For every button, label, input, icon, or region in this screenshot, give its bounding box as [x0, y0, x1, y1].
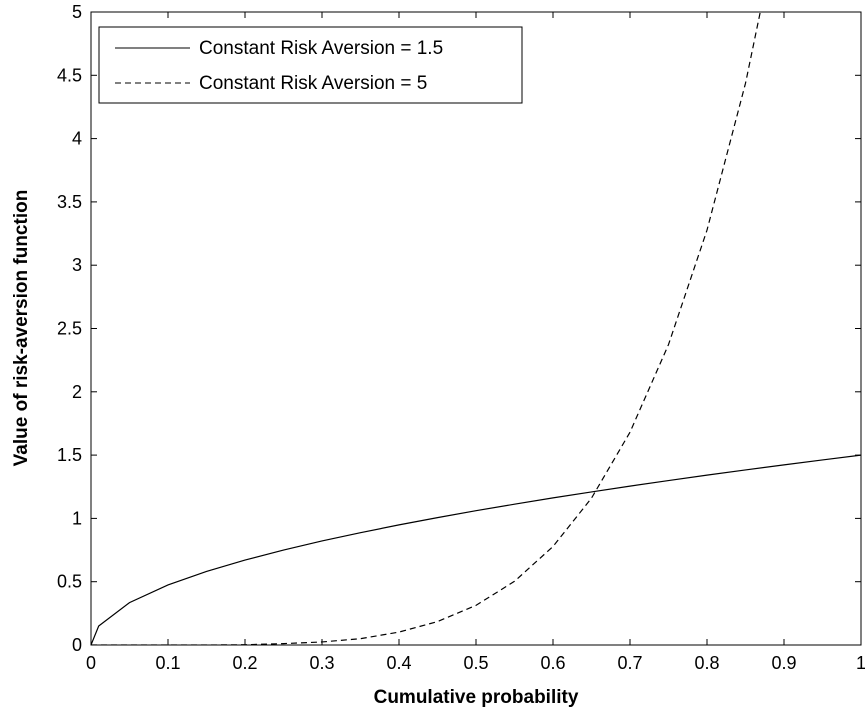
x-axis-label: Cumulative probability	[374, 687, 579, 708]
legend: Constant Risk Aversion = 1.5 Constant Ri…	[99, 27, 522, 103]
x-tick-label: 0.1	[155, 653, 180, 673]
y-tick-label: 5	[72, 2, 82, 22]
x-tick-label: 0.6	[540, 653, 565, 673]
y-tick-label: 0	[72, 635, 82, 655]
y-tick-label: 1	[72, 508, 82, 528]
y-tick-label: 2.5	[57, 319, 82, 339]
y-tick-label: 4.5	[57, 65, 82, 85]
x-tick-label: 0.4	[386, 653, 411, 673]
x-tick-label: 0	[86, 653, 96, 673]
y-tick-label: 2	[72, 382, 82, 402]
y-axis-label: Value of risk-aversion function	[11, 190, 32, 467]
x-tick-label: 0.3	[309, 653, 334, 673]
plot-area	[91, 12, 861, 645]
x-tick-label: 0.2	[232, 653, 257, 673]
y-tick-label: 3.5	[57, 192, 82, 212]
y-tick-label: 4	[72, 129, 82, 149]
y-tick-label: 0.5	[57, 572, 82, 592]
x-tick-label: 0.7	[617, 653, 642, 673]
y-tick-label: 1.5	[57, 445, 82, 465]
legend-entry-1: Constant Risk Aversion = 1.5	[199, 38, 443, 59]
y-tick-label: 3	[72, 255, 82, 275]
x-tick-label: 0.9	[771, 653, 796, 673]
x-tick-label: 1	[856, 653, 865, 673]
x-tick-label: 0.5	[463, 653, 488, 673]
legend-entry-2: Constant Risk Aversion = 5	[199, 73, 427, 94]
x-tick-label: 0.8	[694, 653, 719, 673]
